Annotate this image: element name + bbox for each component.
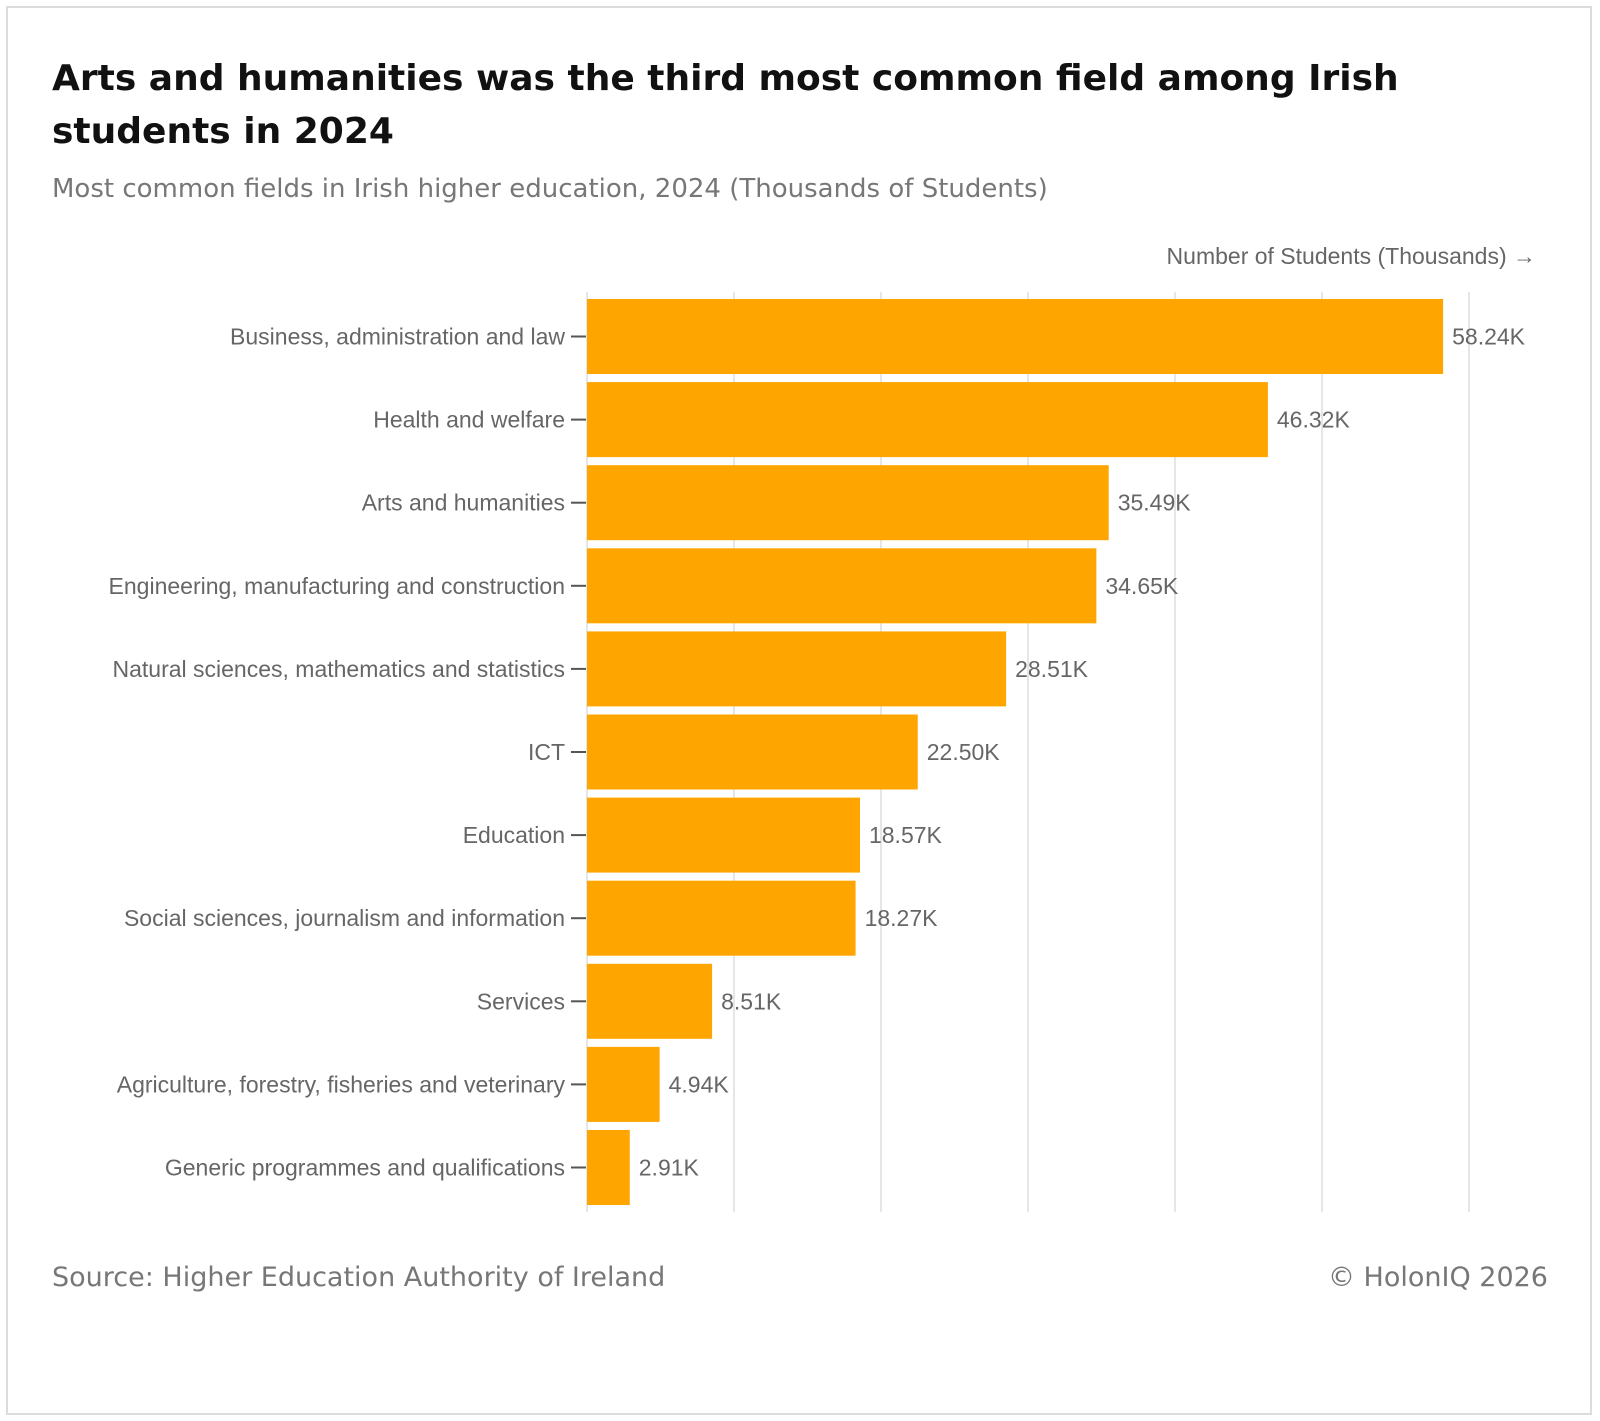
chart-title: Arts and humanities was the third most c… bbox=[52, 58, 1399, 152]
value-label: 46.32K bbox=[1277, 407, 1351, 433]
category-label: Business, administration and law bbox=[230, 324, 565, 350]
category-label: Health and welfare bbox=[373, 407, 565, 433]
value-label: 18.57K bbox=[869, 822, 943, 848]
bar bbox=[587, 299, 1444, 374]
bar bbox=[587, 1130, 630, 1205]
bar bbox=[587, 631, 1007, 707]
bar bbox=[587, 382, 1268, 458]
bar bbox=[587, 963, 713, 1039]
bar bbox=[587, 465, 1109, 541]
value-label: 34.65K bbox=[1105, 573, 1179, 599]
value-label: 28.51K bbox=[1015, 656, 1089, 682]
bar bbox=[587, 1046, 660, 1122]
category-label: Education bbox=[463, 822, 565, 848]
value-label: 58.24K bbox=[1452, 324, 1526, 350]
bar bbox=[587, 880, 856, 956]
labels: Business, administration and law 58.24K He… bbox=[109, 324, 1526, 1181]
value-label: 8.51K bbox=[721, 988, 782, 1014]
bar bbox=[587, 714, 918, 790]
copyright-note: © HolonIQ 2026 bbox=[1327, 1262, 1548, 1293]
chart-card bbox=[6, 6, 1592, 1415]
category-label: Generic programmes and qualifications bbox=[165, 1155, 565, 1181]
value-label: 4.94K bbox=[669, 1071, 730, 1097]
value-label: 18.27K bbox=[865, 905, 939, 931]
source-note: Source: Higher Education Authority of Ir… bbox=[52, 1262, 666, 1293]
value-label: 22.50K bbox=[927, 739, 1001, 765]
category-label: ICT bbox=[528, 739, 565, 765]
category-label: Agriculture, forestry, fisheries and vet… bbox=[117, 1071, 566, 1097]
value-label: 2.91K bbox=[639, 1155, 700, 1181]
category-label: Engineering, manufacturing and construct… bbox=[109, 573, 565, 599]
category-label: Natural sciences, mathematics and statis… bbox=[112, 656, 565, 682]
chart-subtitle: Most common fields in Irish higher educa… bbox=[52, 174, 1048, 204]
category-label: Arts and humanities bbox=[362, 490, 565, 516]
bars bbox=[587, 299, 1444, 1205]
x-axis-title: Number of Students (Thousands) → bbox=[1167, 243, 1536, 269]
value-label: 35.49K bbox=[1118, 490, 1192, 516]
bar bbox=[587, 548, 1097, 624]
category-label: Services bbox=[477, 988, 565, 1014]
category-label: Social sciences, journalism and informat… bbox=[124, 905, 565, 931]
bar bbox=[587, 797, 860, 873]
